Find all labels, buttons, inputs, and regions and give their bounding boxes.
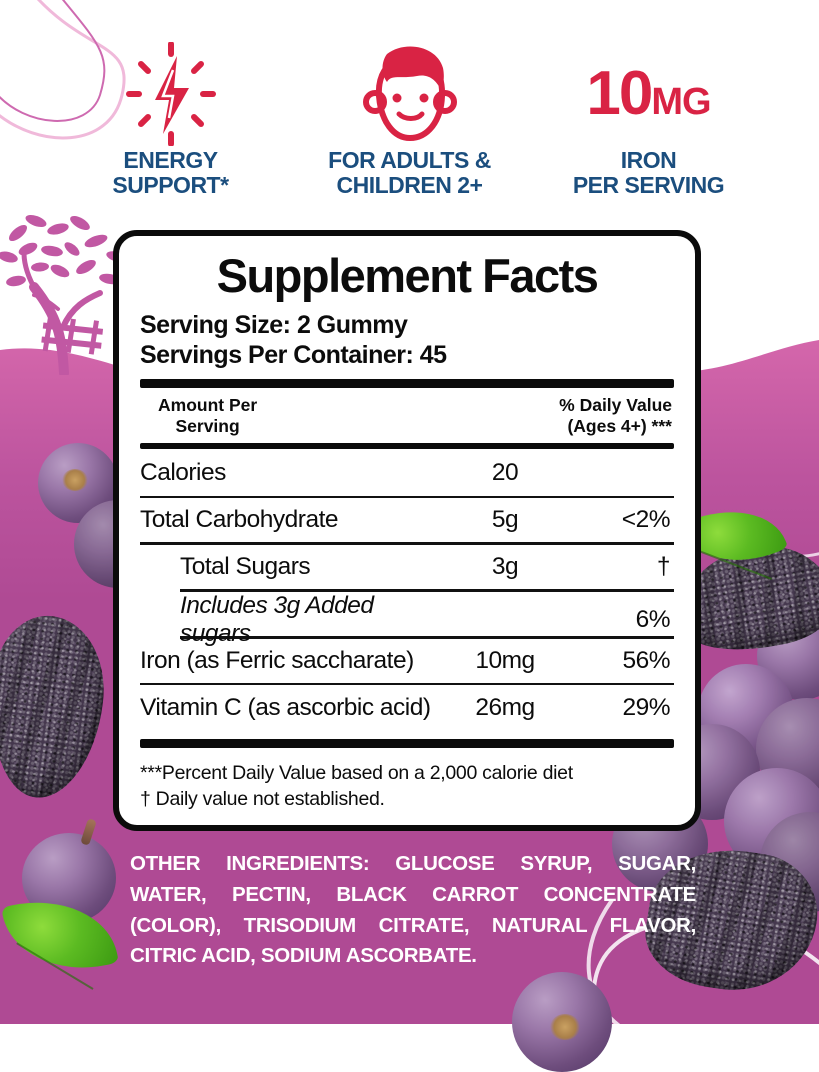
serving-size: Serving Size: 2 Gummy (140, 311, 408, 339)
table-row: Vitamin C (as ascorbic acid) 26mg 29% (140, 685, 674, 730)
nutrient-name: Includes 3g Added sugars (180, 591, 374, 647)
col-amount-header: Amount Per (158, 395, 258, 415)
dose-amount: 10 (586, 59, 653, 128)
nutrient-amount: 5g (491, 506, 519, 534)
leaf-decoration (1, 886, 119, 984)
grape-decoration (38, 443, 118, 523)
panel-title: Supplement Facts (216, 249, 599, 302)
nutrient-name: Calories (140, 459, 226, 487)
nutrient-amount: 10mg (475, 646, 535, 674)
feature-label: PER SERVING (572, 171, 725, 198)
table-row: Total Carbohydrate 5g <2% (140, 498, 674, 543)
grape-decoration (512, 972, 612, 1072)
other-ingredients-label: OTHER INGREDIENTS: (130, 852, 370, 875)
nutrient-name: Total Carbohydrate (140, 506, 339, 534)
table-row: Total Sugars 3g † (140, 545, 674, 590)
feature-row: ENERGY SUPPORT* FOR ADULTS & CHILDREN 2+ (0, 40, 819, 198)
grape-cluster-decoration (724, 768, 819, 874)
nutrient-amount: 26mg (475, 693, 535, 721)
dose-text: 10MG (556, 40, 741, 148)
table-row: Includes 3g Added sugars 6% (140, 592, 674, 647)
nutrient-name: Vitamin C (as ascorbic acid) (140, 693, 431, 721)
nutrient-amount: 3g (491, 553, 519, 581)
dose-unit: MG (651, 81, 711, 123)
divider-medium (140, 443, 674, 449)
table-row: Calories 20 (140, 451, 674, 496)
servings-per-container: Servings Per Container: 45 (140, 340, 447, 369)
feature-label: IRON (620, 147, 677, 173)
grape-cluster-decoration (757, 612, 819, 700)
lightning-icon (78, 40, 263, 148)
col-dv-header: % Daily Value (559, 395, 672, 415)
feature-dose: 10MG IRON PER SERVING (556, 40, 741, 198)
nutrient-name: Iron (as Ferric saccharate) (140, 646, 414, 674)
divider-thick (140, 379, 674, 388)
product-label: { "features": [ { "icon": "lightning-ico… (0, 0, 819, 1024)
footnotes: ***Percent Daily Value based on a 2,000 … (140, 760, 674, 813)
nutrient-daily-value: 56% (622, 646, 670, 674)
child-face-icon (317, 40, 502, 148)
grape-cluster-decoration (756, 698, 819, 800)
feature-label: SUPPORT* (112, 171, 229, 198)
grape-cluster-decoration (760, 812, 819, 912)
feature-label: FOR ADULTS & (328, 147, 491, 173)
nutrient-daily-value: <2% (621, 506, 671, 534)
feature-audience: FOR ADULTS & CHILDREN 2+ (317, 40, 502, 198)
feature-energy: ENERGY SUPPORT* (78, 40, 263, 198)
nutrient-amount: 20 (491, 459, 519, 487)
col-dv-header: (Ages 4+) *** (567, 416, 672, 436)
grape-cluster-decoration (698, 664, 794, 760)
footnote-dagger: † Daily value not established. (140, 788, 385, 811)
col-amount-header: Serving (175, 416, 240, 436)
nutrient-daily-value: 29% (622, 693, 670, 721)
feature-label: CHILDREN 2+ (336, 171, 483, 198)
nutrient-daily-value: 6% (635, 605, 671, 633)
grape-with-stem-decoration (22, 818, 116, 923)
table-header: Amount Per Serving % Daily Value (Ages 4… (140, 388, 674, 443)
other-ingredients: OTHER INGREDIENTS: GLUCOSE SYRUP, SUGAR,… (130, 849, 696, 972)
footnote-dv: ***Percent Daily Value based on a 2,000 … (140, 761, 573, 784)
nutrient-name: Total Sugars (180, 553, 311, 581)
facts-table: Calories 20 Total Carbohydrate 5g <2% To… (140, 451, 674, 730)
nutrient-daily-value: † (656, 553, 671, 581)
supplement-facts-panel: Supplement Facts Serving Size: 2 Gummy S… (113, 230, 701, 831)
gummy-decoration (0, 609, 113, 805)
divider-thick (140, 738, 674, 748)
feature-label: ENERGY (123, 147, 218, 173)
